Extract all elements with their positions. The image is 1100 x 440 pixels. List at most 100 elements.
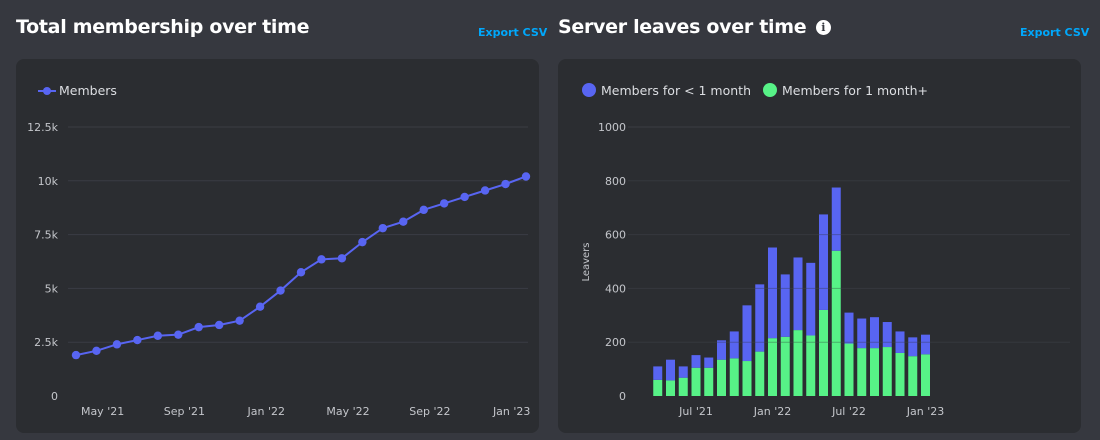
x-tick-label: Jul '21 [678,405,713,418]
y-tick-label: 600 [605,229,626,242]
data-point [317,255,325,263]
data-point [174,330,182,338]
leaves-title: Server leaves over time [558,16,806,38]
legend-marker-1-month-plus [763,83,777,97]
data-point [460,193,468,201]
y-tick-label: 0 [51,390,58,403]
data-point [358,238,366,246]
legend-label-under-1-month: Members for < 1 month [601,83,751,98]
data-point [256,302,264,310]
bar-segment-under-1-month [819,214,828,309]
x-tick-label: Sep '21 [164,405,205,418]
bar-segment-under-1-month [755,284,764,351]
bar-segment-1-month-plus [717,360,726,396]
data-point [522,172,530,180]
bar-segment-under-1-month [806,263,815,336]
data-point [235,316,243,324]
bar-segment-under-1-month [692,355,701,368]
x-tick-label: Jan '23 [492,405,530,418]
bar-segment-under-1-month [768,248,777,339]
legend-marker-under-1-month [582,83,596,97]
export-csv-leaves-button[interactable]: Export CSV [1020,26,1089,39]
data-point [297,268,305,276]
y-tick-label: 0 [619,390,626,403]
bar-segment-1-month-plus [896,353,905,396]
data-point [440,199,448,207]
bar-segment-under-1-month [883,322,892,347]
bar-segment-under-1-month [908,337,917,356]
bar-segment-1-month-plus [883,347,892,396]
bar-segment-1-month-plus [704,368,713,396]
bar-segment-1-month-plus [832,251,841,396]
membership-line-chart: Members 0 2.5k 5k 7.5k 10k 12.5k May '21 Sep '21… [16,59,539,433]
data-point [379,224,387,232]
bar-segment-under-1-month [704,358,713,368]
bar-segment-under-1-month [666,360,675,381]
bar-segment-1-month-plus [653,380,662,396]
data-point [113,340,121,348]
y-tick-label: 200 [605,336,626,349]
bar-segment-under-1-month [921,335,930,355]
bar-segment-under-1-month [743,305,752,361]
bar-segment-1-month-plus [666,380,675,396]
data-point [420,206,428,214]
bar-segment-1-month-plus [908,356,917,396]
membership-title: Total membership over time [16,16,309,38]
y-axis-title: Leavers [581,242,592,281]
x-tick-label: Jan '23 [906,405,944,418]
x-tick-label: Sep '22 [409,405,450,418]
data-point [481,186,489,194]
bar-segment-1-month-plus [679,378,688,396]
y-tick-label: 12.5k [27,121,58,134]
legend-marker-members [43,87,51,95]
data-point [276,286,284,294]
bar-segment-under-1-month [794,257,803,330]
bar-segment-1-month-plus [730,358,739,396]
bar-segment-under-1-month [832,188,841,251]
bar-segment-1-month-plus [781,337,790,396]
y-tick-label: 10k [38,175,59,188]
bar-segment-1-month-plus [857,348,866,396]
bar-segment-1-month-plus [921,354,930,396]
data-point [215,321,223,329]
export-csv-membership-button[interactable]: Export CSV [478,26,547,39]
x-tick-label: May '21 [81,405,124,418]
legend-label-members: Members [59,83,117,98]
bar-segment-under-1-month [870,317,879,348]
bar-segment-1-month-plus [845,344,854,396]
data-point [501,180,509,188]
y-tick-label: 400 [605,282,626,295]
data-point [154,332,162,340]
data-point [338,254,346,262]
x-tick-label: May '22 [326,405,369,418]
membership-chart-panel: Members 0 2.5k 5k 7.5k 10k 12.5k May '21 Sep '21… [16,59,539,433]
info-circle-icon[interactable]: i [816,20,831,35]
y-tick-label: 2.5k [34,336,58,349]
legend-label-1-month-plus: Members for 1 month+ [782,83,928,98]
y-tick-label: 800 [605,175,626,188]
bar-segment-under-1-month [730,331,739,358]
bar-segment-1-month-plus [870,348,879,396]
data-point [92,347,100,355]
bar-segment-1-month-plus [692,368,701,396]
data-point [195,323,203,331]
leaves-title-wrap: Server leaves over time i [558,16,831,38]
y-tick-label: 5k [45,282,59,295]
x-tick-label: Jan '22 [246,405,284,418]
bar-segment-1-month-plus [794,330,803,396]
bar-segment-under-1-month [857,319,866,349]
data-point [133,336,141,344]
bar-segment-under-1-month [653,366,662,379]
bar-segment-under-1-month [717,340,726,359]
x-tick-label: Jul '22 [831,405,866,418]
bar-segment-1-month-plus [806,335,815,396]
bar-segment-1-month-plus [768,338,777,396]
leaves-chart-panel: Members for < 1 month Members for 1 month… [558,59,1081,433]
bar-segment-1-month-plus [743,361,752,396]
bar-segment-under-1-month [679,366,688,377]
bar-segment-1-month-plus [819,310,828,396]
data-point [399,217,407,225]
series-line-members [76,176,526,355]
x-tick-label: Jan '22 [753,405,791,418]
y-tick-label: 1000 [598,121,626,134]
